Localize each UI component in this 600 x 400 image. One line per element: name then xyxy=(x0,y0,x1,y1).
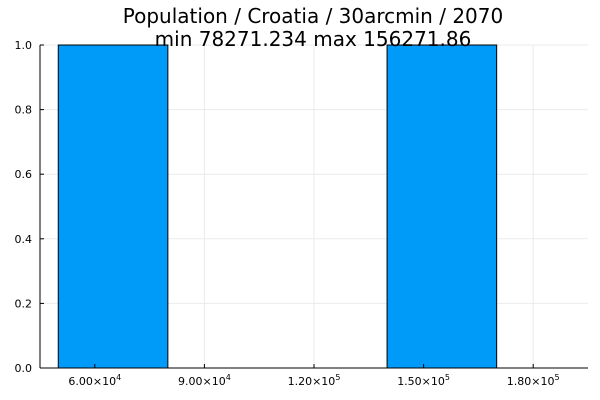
x-tick-label-4: 1.80×105 xyxy=(507,373,560,388)
y-ticks: 0.0 0.2 0.4 0.6 0.8 1.0 xyxy=(15,39,44,375)
x-ticks: 6.00×104 9.00×104 1.20×105 1.50×105 1.80×105 xyxy=(68,364,560,388)
x-tick-label-0: 6.00×104 xyxy=(68,373,121,388)
histogram-bar-3 xyxy=(386,44,498,369)
y-tick-label-5: 1.0 xyxy=(15,39,33,52)
y-tick-label-1: 0.2 xyxy=(15,297,33,310)
chart-title-line-1: Population / Croatia / 30arcmin / 2070 xyxy=(123,4,503,28)
x-tick-label-3: 1.50×105 xyxy=(397,373,450,388)
histogram-bar-0 xyxy=(57,44,169,369)
y-tick-label-4: 0.8 xyxy=(15,104,33,117)
x-tick-label-1: 9.00×104 xyxy=(178,373,231,388)
chart-title-line-2: min 78271.234 max 156271.86 xyxy=(155,27,472,51)
x-tick-label-2: 1.20×105 xyxy=(288,373,341,388)
y-tick-label-2: 0.4 xyxy=(15,233,33,246)
y-tick-label-0: 0.0 xyxy=(15,362,33,375)
bars xyxy=(57,44,498,369)
y-tick-label-3: 0.6 xyxy=(15,168,33,181)
